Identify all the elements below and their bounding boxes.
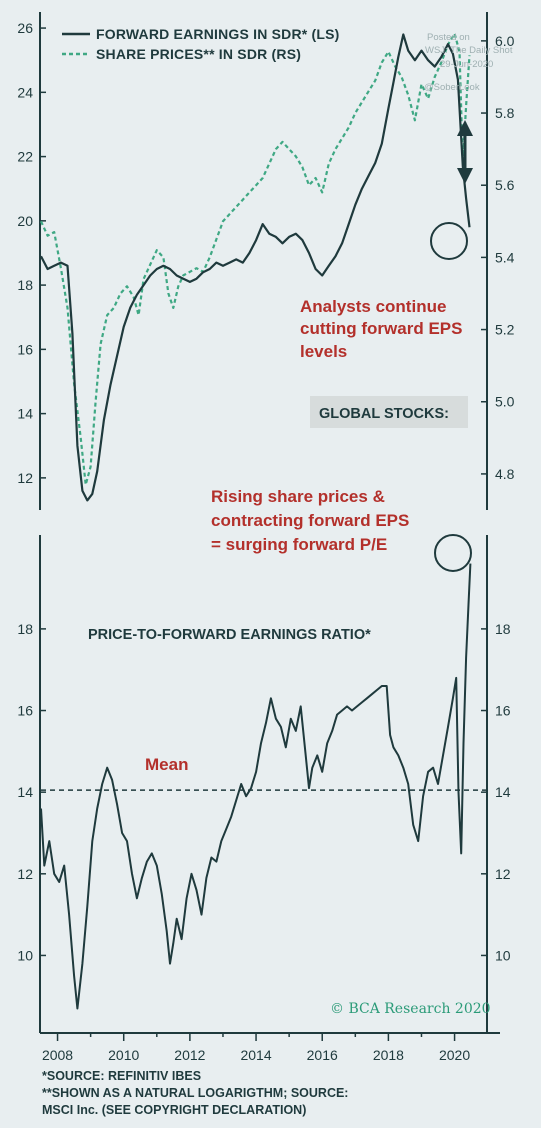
legend: FORWARD EARNINGS IN SDR* (LS) SHARE PRIC… [62, 26, 340, 62]
y-tick-label-right-top: 5.2 [495, 322, 515, 338]
annotation-line-3: levels [300, 342, 347, 361]
series-forward-earnings [40, 33, 471, 502]
y-tick-label-right-bottom: 16 [495, 703, 511, 719]
watermark-line-1: Posted on [427, 32, 470, 43]
y-tick-label-left-top: 20 [17, 213, 33, 229]
watermark-line-3: 29-Jun-2020 [440, 59, 493, 70]
y-tick-label-right-bottom: 12 [495, 866, 511, 882]
y-tick-label-left-bottom: 14 [17, 784, 33, 800]
watermark-line-2: WSJ: The Daily Shot [425, 45, 513, 56]
annotation-line-5: contracting forward EPS [211, 511, 409, 530]
watermark-line-4: @SoberLook [424, 82, 480, 93]
watermark: Posted on WSJ: The Daily Shot 29-Jun-202… [424, 32, 513, 93]
x-tick-label: 2010 [108, 1047, 139, 1063]
y-tick-label-left-bottom: 12 [17, 866, 33, 882]
legend-label-earnings: FORWARD EARNINGS IN SDR* (LS) [96, 26, 340, 42]
mean-label: Mean [145, 755, 188, 774]
series-share-prices [40, 32, 471, 486]
y-tick-label-left-top: 18 [17, 277, 33, 293]
top-panel-title: GLOBAL STOCKS: [319, 406, 449, 422]
y-tick-label-right-top: 5.0 [495, 394, 515, 410]
bottom-annotation: Rising share prices & contracting forwar… [211, 487, 409, 554]
x-tick-label: 2016 [307, 1047, 338, 1063]
axis-ticks: 12 14 16 18 20 22 24 26 4.8 5.0 5.2 5.4 5.6 5.8 6.0 10 1… [17, 20, 514, 1063]
highlight-circle-eps [430, 222, 468, 260]
credit: © BCA Research 2020 [330, 1001, 491, 1017]
top-panel-frame [39, 12, 488, 510]
y-tick-label-left-bottom: 18 [17, 621, 33, 637]
series-lines [40, 32, 486, 1010]
annotation-line-2: cutting forward EPS [300, 319, 462, 338]
highlight-circle-pe [434, 534, 472, 572]
y-tick-label-right-top: 5.8 [495, 105, 515, 121]
panel-title-box [310, 396, 468, 428]
x-tick-label: 2020 [439, 1047, 470, 1063]
y-tick-label-left-top: 24 [17, 84, 33, 100]
x-tick-label: 2012 [174, 1047, 205, 1063]
y-tick-label-left-bottom: 16 [17, 703, 33, 719]
x-tick-label: 2008 [42, 1047, 73, 1063]
bottom-panel-title: PRICE-TO-FORWARD EARNINGS RATIO* [88, 627, 371, 643]
y-tick-label-right-bottom: 18 [495, 621, 511, 637]
legend-label-prices: SHARE PRICES** IN SDR (RS) [96, 46, 301, 62]
y-tick-label-right-bottom: 14 [495, 784, 511, 800]
x-tick-label: 2018 [373, 1047, 404, 1063]
y-tick-label-left-top: 26 [17, 20, 33, 36]
y-tick-label-right-top: 5.6 [495, 177, 515, 193]
annotation-line-6: = surging forward P/E [211, 535, 387, 554]
y-tick-label-right-top: 4.8 [495, 466, 515, 482]
y-tick-label-right-top: 6.0 [495, 33, 515, 49]
bottom-panel-frame [39, 535, 500, 1034]
double-arrow-icon [457, 120, 473, 184]
y-tick-label-right-top: 5.4 [495, 249, 515, 265]
x-tick-label: 2014 [240, 1047, 271, 1063]
series-pe-ratio [40, 563, 472, 1010]
footnote-1: *SOURCE: REFINITIV IBES [42, 1069, 201, 1083]
y-tick-label-left-top: 22 [17, 149, 33, 165]
y-tick-label-left-top: 12 [17, 470, 33, 486]
annotation-line-1: Analysts continue [300, 297, 446, 316]
top-annotation: Analysts continue cutting forward EPS le… [300, 297, 462, 361]
y-tick-label-right-bottom: 10 [495, 947, 511, 963]
footnote-3: MSCI Inc. (SEE COPYRIGHT DECLARATION) [42, 1103, 306, 1117]
annotation-line-4: Rising share prices & [211, 487, 385, 506]
footnote-2: **SHOWN AS A NATURAL LOGARIGTHM; SOURCE: [42, 1086, 348, 1100]
y-tick-label-left-top: 14 [17, 406, 33, 422]
footnotes: *SOURCE: REFINITIV IBES **SHOWN AS A NAT… [42, 1069, 348, 1117]
y-tick-label-left-bottom: 10 [17, 947, 33, 963]
y-tick-label-left-top: 16 [17, 341, 33, 357]
